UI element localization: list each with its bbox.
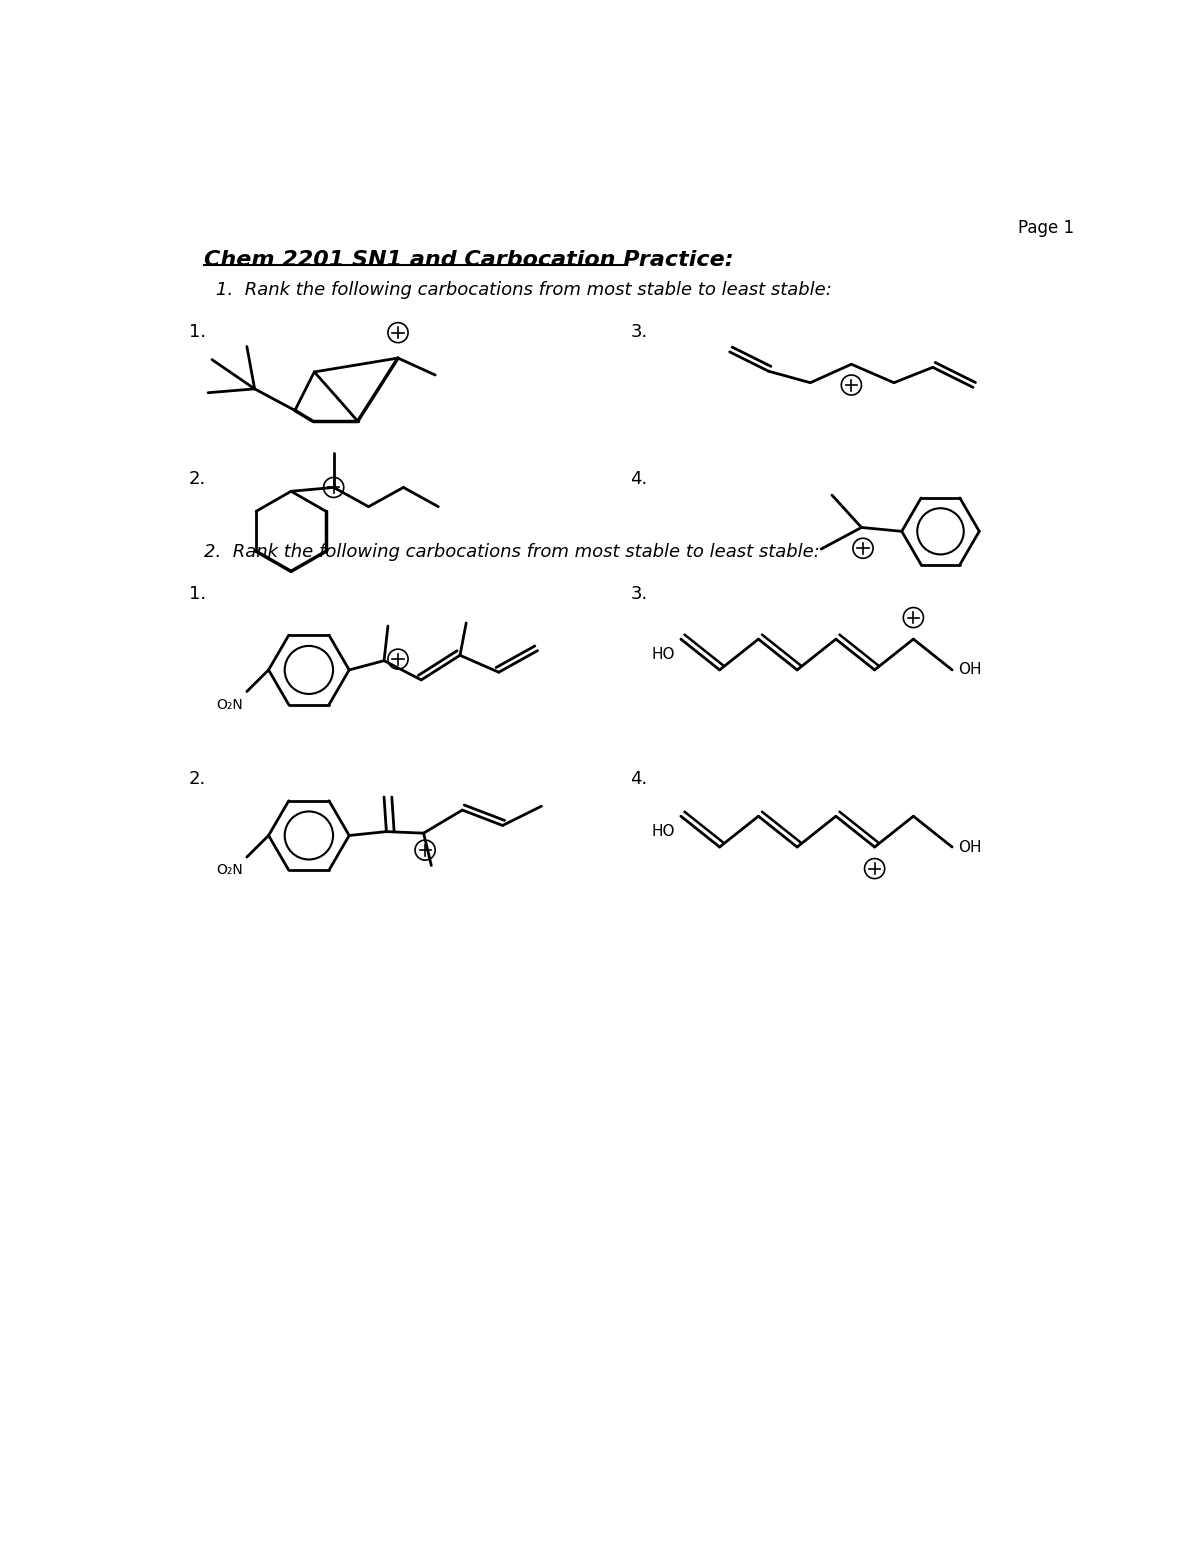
Text: OH: OH [959,840,982,854]
Text: 2.: 2. [188,469,206,488]
Text: 3.: 3. [630,323,648,342]
Text: Chem 2201 SN1 and Carbocation Practice:: Chem 2201 SN1 and Carbocation Practice: [204,250,734,270]
Text: 1.: 1. [188,585,206,603]
Text: HO: HO [652,825,674,839]
Text: O₂N: O₂N [216,863,242,877]
Text: HO: HO [652,648,674,662]
Text: 3.: 3. [630,585,648,603]
Text: 4.: 4. [630,770,648,787]
Text: 1.  Rank the following carbocations from most stable to least stable:: 1. Rank the following carbocations from … [216,281,832,300]
Text: 2.  Rank the following carbocations from most stable to least stable:: 2. Rank the following carbocations from … [204,544,820,561]
Text: O₂N: O₂N [216,697,242,711]
Text: Page 1: Page 1 [1018,219,1074,238]
Text: OH: OH [959,663,982,677]
Text: 2.: 2. [188,770,206,787]
Text: 4.: 4. [630,469,648,488]
Text: 1.: 1. [188,323,206,342]
